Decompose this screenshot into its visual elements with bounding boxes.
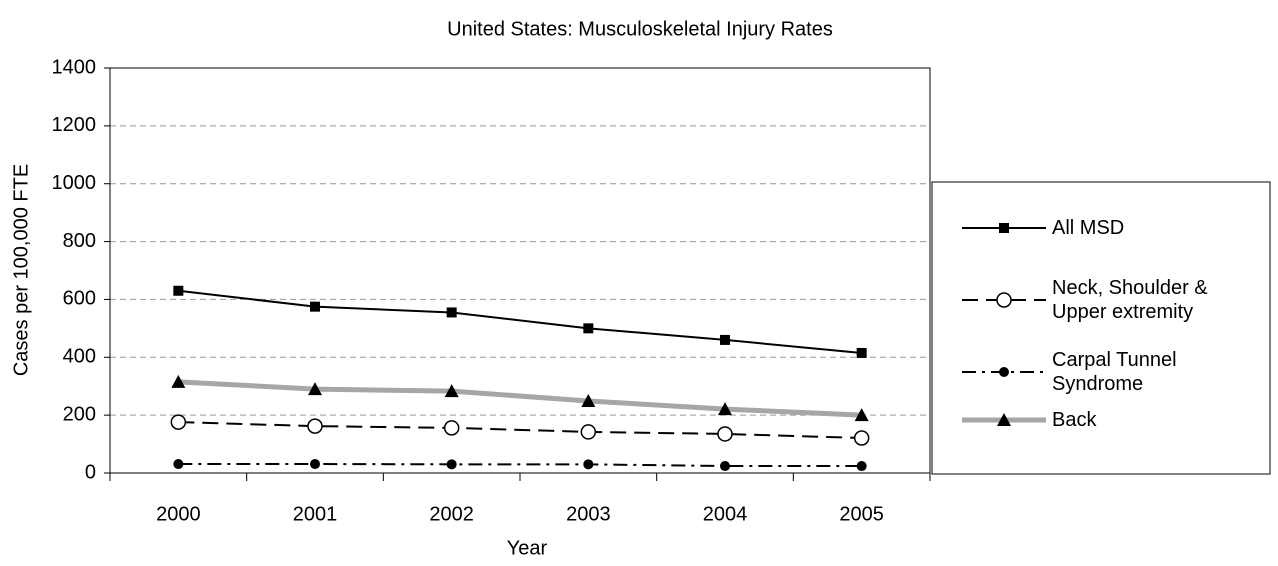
data-point xyxy=(717,426,733,442)
series-line xyxy=(178,421,862,439)
y-tick-label: 1000 xyxy=(52,172,97,194)
data-point xyxy=(720,461,730,472)
data-point xyxy=(307,418,323,434)
legend-label: Neck, Shoulder & Upper extremity xyxy=(1052,277,1208,323)
legend-label: Carpal Tunnel Syndrome xyxy=(1052,349,1177,395)
legend-marker xyxy=(996,292,1012,308)
legend-entry: Back xyxy=(1052,409,1097,431)
legend-label: All MSD xyxy=(1052,217,1125,239)
legend-entry: Carpal Tunnel Syndrome xyxy=(1052,349,1177,395)
data-point xyxy=(856,347,867,358)
y-tick-label: 1400 xyxy=(52,56,97,78)
legend-box xyxy=(931,181,1271,475)
series-line xyxy=(178,289,862,354)
data-point xyxy=(720,334,730,345)
legend-marker xyxy=(999,367,1009,377)
y-tick-label: 0 xyxy=(85,461,96,483)
data-point xyxy=(583,459,594,470)
data-point xyxy=(308,382,322,396)
x-tick-label: 2005 xyxy=(839,503,884,525)
data-point xyxy=(856,461,867,472)
data-point xyxy=(854,408,869,422)
legend-entry: All MSD xyxy=(1052,217,1125,239)
data-point xyxy=(170,414,187,430)
legend-marker xyxy=(997,413,1011,426)
y-tick-label: 600 xyxy=(63,288,96,310)
x-tick-label: 2000 xyxy=(156,503,201,525)
data-point xyxy=(171,374,186,388)
data-point xyxy=(173,459,184,470)
data-point xyxy=(310,459,320,470)
x-tick-label: 2003 xyxy=(566,503,611,525)
x-tick-label: 2001 xyxy=(293,503,338,525)
data-point xyxy=(581,393,596,407)
y-tick-label: 800 xyxy=(63,230,96,252)
x-tick-label: 2002 xyxy=(429,503,474,525)
series-line xyxy=(178,379,862,418)
y-tick-label: 200 xyxy=(63,403,96,425)
legend-entry: Neck, Shoulder & Upper extremity xyxy=(1052,277,1208,323)
data-point xyxy=(446,459,457,470)
data-point xyxy=(718,402,732,416)
data-point xyxy=(173,285,184,296)
legend-label: Back xyxy=(1052,409,1097,431)
data-point xyxy=(446,307,457,318)
chart-title: United States: Musculoskeletal Injury Ra… xyxy=(447,18,833,40)
y-tick-label: 1200 xyxy=(52,114,97,136)
data-point xyxy=(443,420,460,436)
data-point xyxy=(310,301,320,312)
data-point xyxy=(583,323,594,334)
data-point xyxy=(580,424,597,440)
x-tick-label: 2004 xyxy=(703,503,748,525)
legend-marker xyxy=(999,223,1009,233)
y-tick-label: 400 xyxy=(63,346,96,368)
data-point xyxy=(444,384,459,398)
x-axis-label: Year xyxy=(507,537,548,559)
y-axis-label: Cases per 100,000 FTE xyxy=(10,164,32,376)
data-point xyxy=(853,430,870,446)
series-line xyxy=(178,463,862,468)
